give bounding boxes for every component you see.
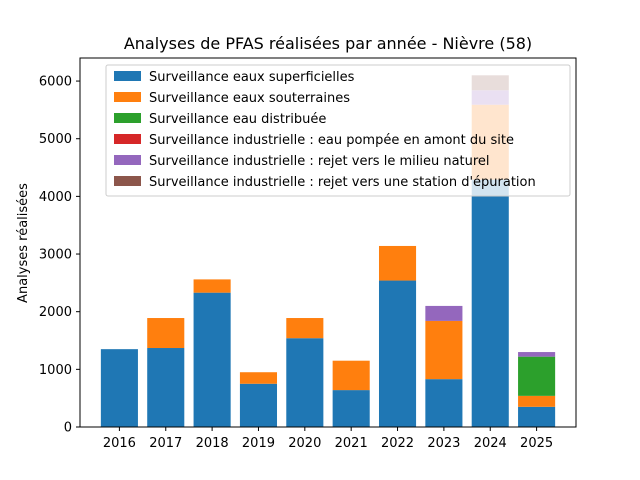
bar-2016-series-0 — [100, 349, 138, 427]
x-tick-label-2020: 2020 — [288, 436, 321, 451]
x-tick-label-2023: 2023 — [427, 436, 460, 451]
bar-2020-series-1 — [286, 318, 324, 339]
x-tick-label-2018: 2018 — [196, 436, 229, 451]
x-tick-label-2019: 2019 — [242, 436, 275, 451]
bar-2021-series-1 — [332, 360, 370, 391]
bar-2022-series-1 — [378, 245, 417, 281]
legend-swatch-2 — [114, 113, 141, 123]
bar-2019-series-1 — [239, 372, 278, 384]
bar-2022-series-0 — [378, 280, 417, 427]
x-tick-label-2021: 2021 — [335, 436, 368, 451]
x-tick-label-2017: 2017 — [149, 436, 182, 451]
bar-2025-series-1 — [518, 395, 556, 407]
bar-2018-series-0 — [193, 292, 231, 427]
bar-2020-series-0 — [286, 338, 324, 427]
legend-swatch-3 — [114, 134, 141, 144]
y-tick-label-0: 0 — [64, 421, 72, 436]
legend-swatch-4 — [114, 155, 141, 165]
bar-2025-series-0 — [518, 406, 556, 427]
legend: Surveillance eaux superficielles Surveill… — [105, 64, 571, 197]
legend-label-2: Surveillance eau distribuée — [149, 112, 326, 127]
bar-2023-series-0 — [425, 379, 463, 427]
bar-2019-series-0 — [239, 383, 278, 427]
legend-swatch-5 — [114, 176, 141, 186]
chart-title: Analyses de PFAS réalisées par année - N… — [124, 34, 532, 53]
legend-swatch-1 — [114, 92, 141, 102]
bar-2023-series-1 — [425, 320, 463, 380]
legend-label-4: Surveillance industrielle : rejet vers l… — [149, 154, 490, 169]
plot-frame — [79, 57, 577, 428]
x-tick-label-2022: 2022 — [381, 436, 414, 451]
bar-2023-series-4 — [425, 305, 463, 321]
bar-2018-series-1 — [193, 279, 231, 293]
bar-2024-series-0 — [471, 179, 509, 427]
legend-swatch-0 — [114, 71, 141, 81]
x-tick-label-2025: 2025 — [520, 436, 553, 451]
y-tick-label-3000: 3000 — [39, 248, 72, 263]
y-axis-label: Analyses réalisées — [16, 183, 31, 303]
legend-box — [105, 64, 571, 197]
bar-2025-series-2 — [518, 356, 556, 396]
bar-2025-series-4 — [518, 352, 556, 357]
y-tick-label-6000: 6000 — [39, 75, 72, 90]
legend-label-1: Surveillance eaux souterraines — [149, 91, 350, 106]
y-tick-label-5000: 5000 — [39, 132, 72, 147]
bar-2017-series-0 — [147, 348, 185, 427]
bar-2021-series-0 — [332, 390, 370, 427]
x-tick-label-2024: 2024 — [474, 436, 507, 451]
y-tick-label-2000: 2000 — [39, 305, 72, 320]
legend-label-5: Surveillance industrielle : rejet vers u… — [149, 175, 536, 190]
y-tick-label-1000: 1000 — [39, 363, 72, 378]
y-tick-label-4000: 4000 — [39, 190, 72, 205]
x-tick-label-2016: 2016 — [103, 436, 136, 451]
axes-layer: 0 1000 2000 3000 4000 5000 6000 2016 2017 2018 201… — [39, 57, 577, 451]
legend-label-3: Surveillance industrielle : eau pompée e… — [149, 133, 514, 148]
bar-2017-series-1 — [147, 318, 185, 349]
legend-label-0: Surveillance eaux superficielles — [149, 70, 355, 85]
